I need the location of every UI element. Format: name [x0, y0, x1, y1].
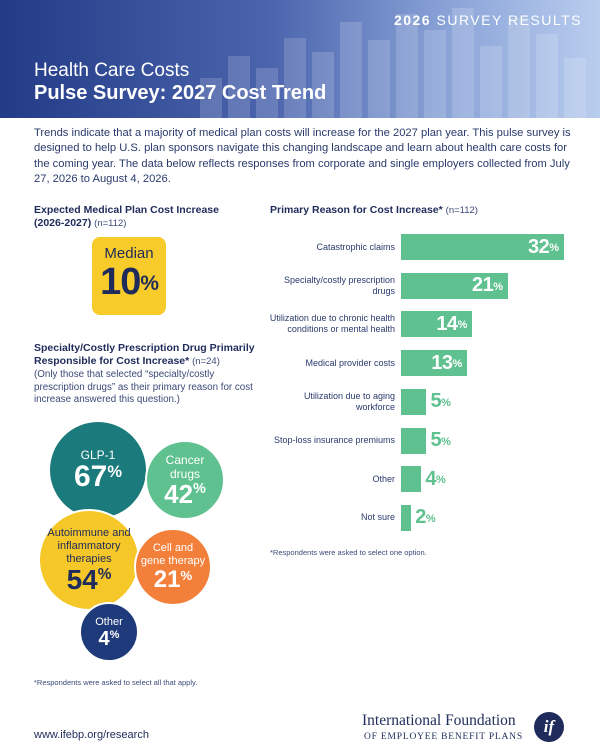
median-value: 10% [100, 261, 159, 303]
bar [401, 388, 427, 415]
specialty-note: (Only those that selected “specialty/cos… [34, 369, 253, 406]
if-logo-icon: if [534, 712, 564, 742]
bubble-autoimmune: Autoimmune and inflammatory therapies 54… [38, 509, 140, 611]
bar-label: Catastrophic claims [316, 241, 395, 252]
bar [401, 427, 427, 454]
reasons-footnote: *Respondents were asked to select one op… [270, 548, 427, 557]
bar-label: Stop-loss insurance premiums [273, 435, 395, 445]
bar [401, 504, 412, 531]
bar-value-label: 14% [436, 312, 467, 335]
header-banner: 2026 SURVEY RESULTS Health Care Costs Pu… [0, 0, 600, 118]
bar-value-label: 4% [425, 467, 446, 490]
page-title-line2: Pulse Survey: 2027 Cost Trend [34, 82, 327, 104]
reasons-title: Primary Reason for Cost Increase* (n=112… [270, 204, 478, 216]
expected-increase-title: Expected Medical Plan Cost Increase (202… [34, 204, 219, 229]
bar-label: Other [372, 473, 395, 484]
bubble-cancer-drugs: Cancer drugs 42% [145, 440, 225, 520]
survey-year: 2026 [393, 12, 432, 28]
page-title-line1: Health Care Costs [34, 60, 190, 81]
bar-row: Stop-loss insurance premiums 5% [265, 425, 575, 457]
expected-n: (n=112) [94, 218, 127, 229]
bar-value-label: 2% [415, 506, 436, 529]
ifebp-logo: International Foundation OF EMPLOYEE BEN… [362, 712, 572, 748]
bubble-cell-gene-therapy: Cell and gene therapy 21% [134, 528, 212, 606]
bubble-other: Other 4% [79, 602, 139, 662]
bar-row: Utilization due to chronic health condit… [265, 308, 575, 340]
reasons-n: (n=112) [445, 205, 478, 216]
bar-row: Medical provider costs 13% [265, 347, 575, 379]
bar-value-label: 21% [471, 274, 503, 297]
bar-label: Medical provider costs [305, 357, 395, 368]
bar-row: Specialty/costly prescription drugs 21% [265, 270, 575, 302]
bar-value-label: 32% [528, 235, 559, 258]
intro-paragraph: Trends indicate that a majority of medic… [34, 127, 571, 186]
bar [401, 311, 473, 338]
median-label: Median [104, 245, 154, 262]
specialty-n: (n=24) [192, 356, 220, 367]
bar-label: Specialty/costly prescription drugs [283, 274, 395, 296]
bar-value-label: 13% [431, 351, 462, 374]
bar [401, 234, 564, 260]
bar-value-label: 5% [430, 429, 451, 451]
bar-value-label: 5% [430, 390, 451, 413]
bar [401, 350, 468, 377]
bubble-glp1: GLP-1 67% [48, 420, 148, 520]
bar-row: Not sure 2% [265, 502, 575, 534]
bar-row: Utilization due to aging workforce 5% [265, 386, 575, 418]
bar-row: Other 4% [265, 463, 575, 495]
bar-row: Catastrophic claims 32% [265, 231, 575, 263]
survey-label: 2026 SURVEY RESULTS [394, 12, 582, 28]
survey-label-text: SURVEY RESULTS [436, 12, 582, 28]
research-url[interactable]: www.ifebp.org/research [34, 729, 149, 741]
bar [401, 272, 508, 299]
bar-label: Not sure [360, 512, 395, 523]
header-decorative-bars [180, 0, 600, 118]
bar-label: Utilization due to aging workforce [303, 390, 395, 412]
bar-label: Utilization due to chronic health condit… [269, 313, 395, 335]
specialty-footnote: *Respondents were asked to select all th… [34, 678, 198, 687]
specialty-title: Specialty/Costly Prescription Drug Prima… [34, 342, 255, 367]
median-box: Median 10% [92, 237, 166, 315]
bar [401, 466, 422, 493]
